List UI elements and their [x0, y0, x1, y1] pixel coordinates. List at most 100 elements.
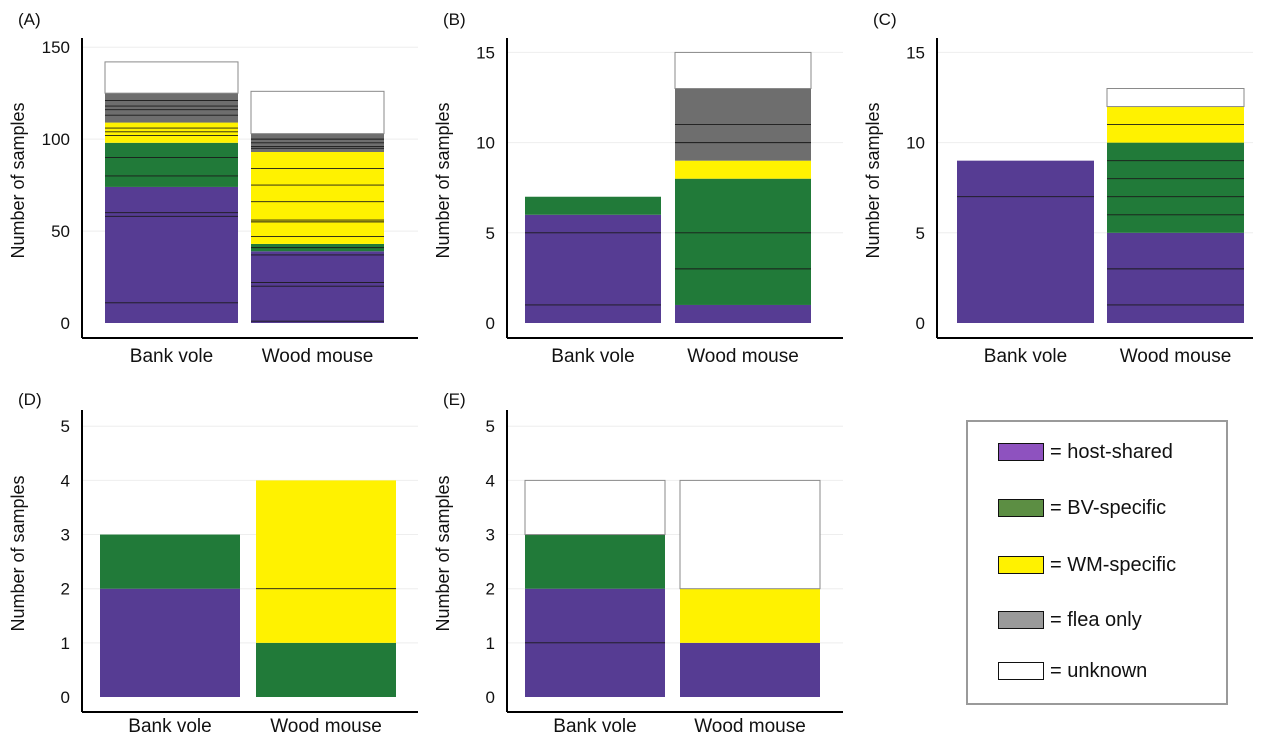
- panel-label: (B): [443, 10, 466, 29]
- panel-e: (E) 0 1 2 3 4 5 Bank vole Wood mouse Number of s…: [425, 380, 845, 741]
- y-axis-label: Number of samples: [433, 102, 453, 258]
- x-category-label: Bank vole: [130, 346, 213, 367]
- bar-segment-bv-specific: [1107, 142, 1244, 233]
- y-tick-label: 5: [486, 417, 495, 436]
- y-tick-label: 50: [51, 222, 70, 241]
- x-category-label: Bank vole: [551, 346, 634, 367]
- legend-label: = unknown: [1050, 659, 1148, 682]
- y-axis-label: Number of samples: [433, 475, 453, 631]
- y-tick-label: 10: [906, 134, 925, 153]
- stacked-bar: [256, 480, 396, 697]
- y-tick-label: 0: [486, 688, 495, 707]
- y-tick-label: 3: [486, 526, 495, 545]
- legend-label: = flea only: [1050, 608, 1142, 631]
- bar-segment-bv-specific: [675, 178, 811, 305]
- stacked-bar: [674, 51, 812, 323]
- x-category-label: Bank vole: [128, 716, 211, 737]
- panel-label: (D): [18, 390, 42, 409]
- legend-item-flea-only: = flea only: [998, 608, 1142, 632]
- bar-segment-unknown: [674, 51, 812, 90]
- panel-a: (A) 0 50 100 150 Bank vole Wood mouse Number o…: [0, 0, 420, 370]
- x-category-label: Bank vole: [553, 716, 636, 737]
- y-axis-label: Number of samples: [8, 475, 28, 631]
- bar-segment-host-shared: [100, 588, 240, 697]
- stacked-bar: [100, 534, 240, 697]
- bar-segment-bv-specific: [525, 196, 661, 215]
- x-category-label: Wood mouse: [687, 346, 799, 367]
- y-tick-label: 0: [486, 314, 495, 333]
- panel-c: (C) 0 5 10 15 Bank vole Wood mouse Number of s…: [855, 0, 1255, 370]
- bar-segment-bv-specific: [100, 534, 240, 589]
- y-tick-label: 2: [61, 580, 70, 599]
- y-tick-label: 10: [476, 134, 495, 153]
- bar-segment-bv-specific: [105, 142, 238, 187]
- y-tick-label: 150: [42, 38, 70, 57]
- y-tick-label: 15: [476, 43, 495, 62]
- legend-swatch: [998, 611, 1044, 629]
- y-tick-label: 0: [61, 314, 70, 333]
- bar-chart-b: 0 5 10 15 Bank vole Wood mouse Number of sampl…: [433, 38, 843, 367]
- stacked-bar: [524, 479, 666, 697]
- bar-segment-wm-specific: [256, 480, 396, 643]
- bar-segment-unknown: [1106, 88, 1245, 108]
- stacked-bar: [1106, 88, 1245, 323]
- x-category-label: Wood mouse: [262, 346, 374, 367]
- bar-segment-wm-specific: [251, 152, 384, 244]
- bar-segment-host-shared: [105, 186, 238, 323]
- legend-label: = BV-specific: [1050, 496, 1167, 519]
- legend-item-wm-specific: = WM-specific: [998, 553, 1176, 577]
- x-category-label: Bank vole: [984, 346, 1067, 367]
- y-tick-label: 100: [42, 130, 70, 149]
- legend-item-bv-specific: = BV-specific: [998, 496, 1166, 520]
- y-axis-label: Number of samples: [8, 102, 28, 258]
- bar-chart-a: 0 50 100 150 Bank vole Wood mouse Number of sa…: [8, 38, 418, 367]
- y-tick-label: 3: [61, 526, 70, 545]
- bar-segment-host-shared: [680, 642, 820, 697]
- y-tick-label: 5: [486, 224, 495, 243]
- panel-label: (A): [18, 10, 41, 29]
- bar-segment-wm-specific: [675, 160, 811, 179]
- bar-segment-wm-specific: [680, 588, 820, 643]
- y-tick-label: 5: [916, 224, 925, 243]
- legend: = host-shared = BV-specific = WM-specifi…: [966, 420, 1228, 705]
- bar-segment-host-shared: [1107, 232, 1244, 323]
- x-category-label: Wood mouse: [1120, 346, 1232, 367]
- y-tick-label: 2: [486, 580, 495, 599]
- legend-label: = WM-specific: [1050, 553, 1177, 576]
- y-tick-label: 15: [906, 43, 925, 62]
- bar-segment-flea-only: [105, 93, 238, 123]
- y-tick-label: 0: [916, 314, 925, 333]
- bar-segment-host-shared: [675, 304, 811, 323]
- x-category-label: Wood mouse: [694, 716, 806, 737]
- legend-item-unknown: = unknown: [998, 659, 1147, 683]
- y-tick-label: 1: [61, 634, 70, 653]
- y-tick-label: 4: [486, 471, 495, 490]
- y-axis-label: Number of samples: [863, 102, 883, 258]
- panel-label: (E): [443, 390, 466, 409]
- legend-item-host-shared: = host-shared: [998, 440, 1173, 464]
- stacked-bar: [250, 90, 385, 323]
- bar-segment-unknown: [679, 479, 821, 590]
- bar-chart-c: 0 5 10 15 Bank vole Wood mouse Number of sampl…: [863, 38, 1253, 367]
- legend-label: = host-shared: [1050, 440, 1173, 463]
- bar-segment-unknown: [104, 61, 239, 94]
- x-category-label: Wood mouse: [270, 716, 382, 737]
- legend-swatch: [998, 443, 1044, 461]
- legend-swatch: [998, 499, 1044, 517]
- y-tick-label: 4: [61, 471, 70, 490]
- stacked-bar: [957, 160, 1094, 323]
- panel-b: (B) 0 5 10 15 Bank vole Wood mouse Number of s…: [425, 0, 845, 370]
- stacked-bar: [679, 479, 821, 697]
- y-tick-label: 0: [61, 688, 70, 707]
- bar-segment-wm-specific: [105, 122, 238, 143]
- bar-chart-e: 0 1 2 3 4 5 Bank vole Wood mouse Number of sampl…: [433, 410, 843, 737]
- stacked-bar: [104, 61, 239, 323]
- bar-segment-bv-specific: [525, 534, 665, 589]
- bar-segment-unknown: [524, 479, 666, 536]
- bar-chart-d: 0 1 2 3 4 5 Bank vole Wood mouse Number of sampl…: [8, 410, 418, 737]
- stacked-bar: [525, 196, 661, 323]
- y-tick-label: 1: [486, 634, 495, 653]
- bar-segment-bv-specific: [256, 642, 396, 697]
- panel-d: (D) 0 1 2 3 4 5 Bank vole Wood mouse Number of s…: [0, 380, 420, 741]
